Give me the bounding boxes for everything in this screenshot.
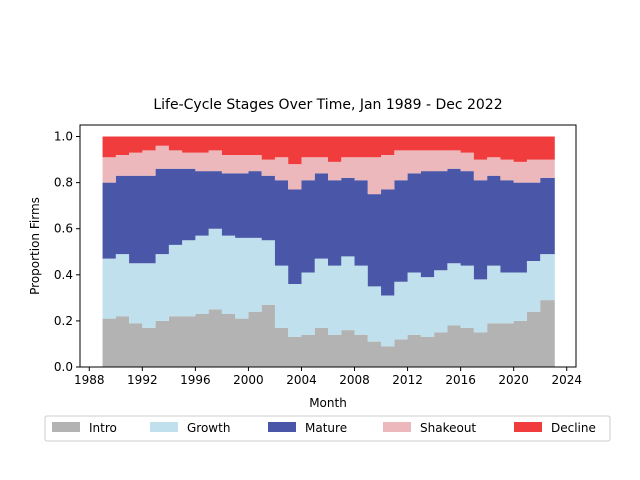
y-axis-ticks: 0.0 0.2 0.4 0.6 0.8 1.0	[54, 130, 80, 374]
x-tick-label: 1996	[180, 373, 211, 387]
x-tick-label: 2024	[551, 373, 582, 387]
y-tick-label: 0.6	[54, 222, 73, 236]
legend-swatch-mature	[268, 422, 296, 432]
y-tick-label: 0.8	[54, 176, 73, 190]
legend-label-growth: Growth	[187, 421, 230, 435]
x-tick-label: 2016	[445, 373, 476, 387]
legend-swatch-growth	[150, 422, 178, 432]
area-growth	[102, 228, 555, 347]
y-tick-label: 1.0	[54, 130, 73, 144]
y-tick-label: 0.4	[54, 268, 73, 282]
legend-swatch-intro	[52, 422, 80, 432]
x-tick-label: 2000	[233, 373, 264, 387]
area-decline	[102, 136, 555, 165]
legend-label-shakeout: Shakeout	[420, 421, 476, 435]
area-intro	[102, 300, 555, 367]
chart-title: Life-Cycle Stages Over Time, Jan 1989 - …	[153, 97, 502, 113]
area-mature	[102, 168, 555, 296]
x-tick-label: 2012	[392, 373, 423, 387]
x-tick-label: 2020	[498, 373, 529, 387]
x-tick-label: 1988	[74, 373, 105, 387]
plot-frame	[79, 124, 577, 368]
area-shakeout	[102, 145, 555, 195]
legend-frame	[44, 415, 611, 442]
x-tick-label: 1992	[127, 373, 158, 387]
x-tick-label: 2008	[339, 373, 370, 387]
legend-swatch-decline	[514, 422, 542, 432]
legend: Intro Growth Mature Shakeout Decline	[44, 415, 611, 442]
legend-label-intro: Intro	[89, 421, 117, 435]
x-axis-label: Month	[309, 396, 347, 410]
legend-swatch-shakeout	[383, 422, 411, 432]
legend-label-decline: Decline	[551, 421, 596, 435]
y-axis-label: Proportion Firms	[28, 197, 42, 295]
y-tick-label: 0.2	[54, 314, 73, 328]
legend-label-mature: Mature	[305, 421, 347, 435]
y-tick-label: 0.0	[54, 360, 73, 374]
x-axis-ticks: 1988 1992 1996 2000 2004 2008 2012 2016 2020 2024	[74, 367, 582, 387]
x-tick-label: 2004	[286, 373, 317, 387]
area-series-group	[102, 136, 555, 367]
